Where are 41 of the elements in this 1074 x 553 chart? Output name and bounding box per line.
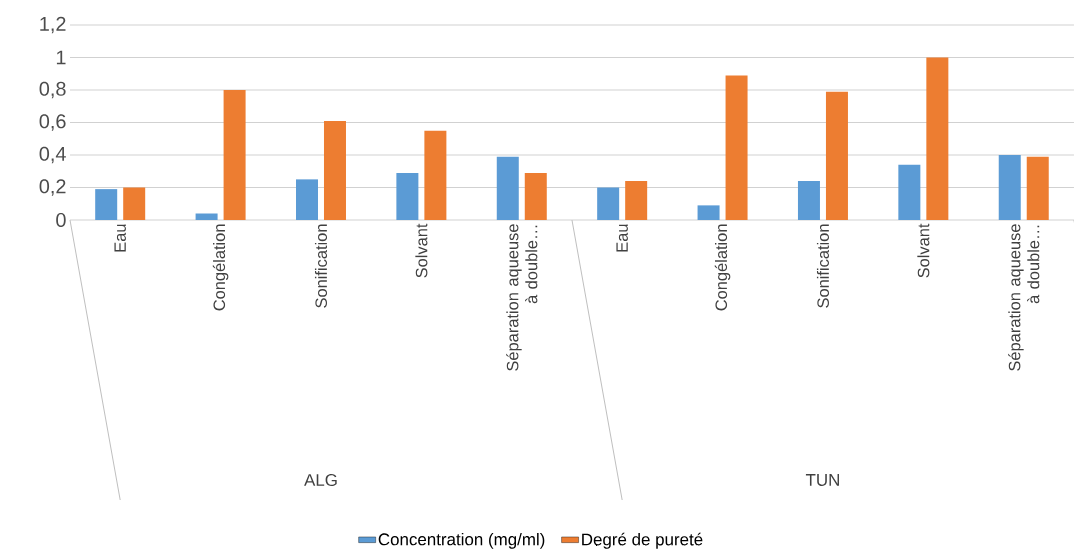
bar <box>424 130 447 220</box>
bar <box>396 172 419 220</box>
y-tick-label: 0,8 <box>39 81 66 99</box>
bar <box>597 187 620 220</box>
x-tick-label: Séparation aqueuse à double… <box>506 224 538 371</box>
bar <box>496 156 519 220</box>
bar <box>323 120 346 220</box>
x-tick-label: Séparation aqueuse à double… <box>1008 224 1040 371</box>
bar <box>295 179 318 220</box>
y-tick-label: 1 <box>56 50 66 65</box>
x-tick-label: Sonification <box>816 224 829 308</box>
y-tick-label: 1,2 <box>40 16 66 34</box>
bar <box>898 164 921 220</box>
bar <box>123 187 146 220</box>
y-tick-label: 0 <box>56 212 66 228</box>
bar <box>725 75 748 220</box>
legend-label: Concentration (mg/ml) <box>378 532 545 549</box>
bar <box>223 90 246 220</box>
y-tick-label: 0,4 <box>39 146 66 164</box>
text: TUN <box>805 474 839 486</box>
y-tick-label: 0,2 <box>39 179 66 196</box>
bar <box>524 172 547 220</box>
legend-label: Degré de pureté <box>582 532 703 549</box>
bar <box>1026 156 1049 220</box>
x-tick-label: Eau <box>114 224 126 252</box>
x-tick-label: Solvant <box>917 223 930 278</box>
x-tick-label: Sonification <box>314 224 328 308</box>
bar <box>625 181 648 220</box>
bar <box>998 155 1021 220</box>
y-tick-label: 0,6 <box>39 114 66 131</box>
x-tick-label: Solvant <box>415 223 428 278</box>
text: ALG <box>304 474 337 487</box>
bar <box>195 213 218 220</box>
x-tick-label: Congélation <box>714 224 731 311</box>
bar <box>95 189 118 220</box>
bar <box>697 205 720 220</box>
bar <box>825 91 848 220</box>
bar <box>797 181 820 220</box>
x-tick-label: Eau <box>616 224 628 252</box>
x-tick-label: Congélation <box>212 224 229 311</box>
bar <box>926 57 949 220</box>
